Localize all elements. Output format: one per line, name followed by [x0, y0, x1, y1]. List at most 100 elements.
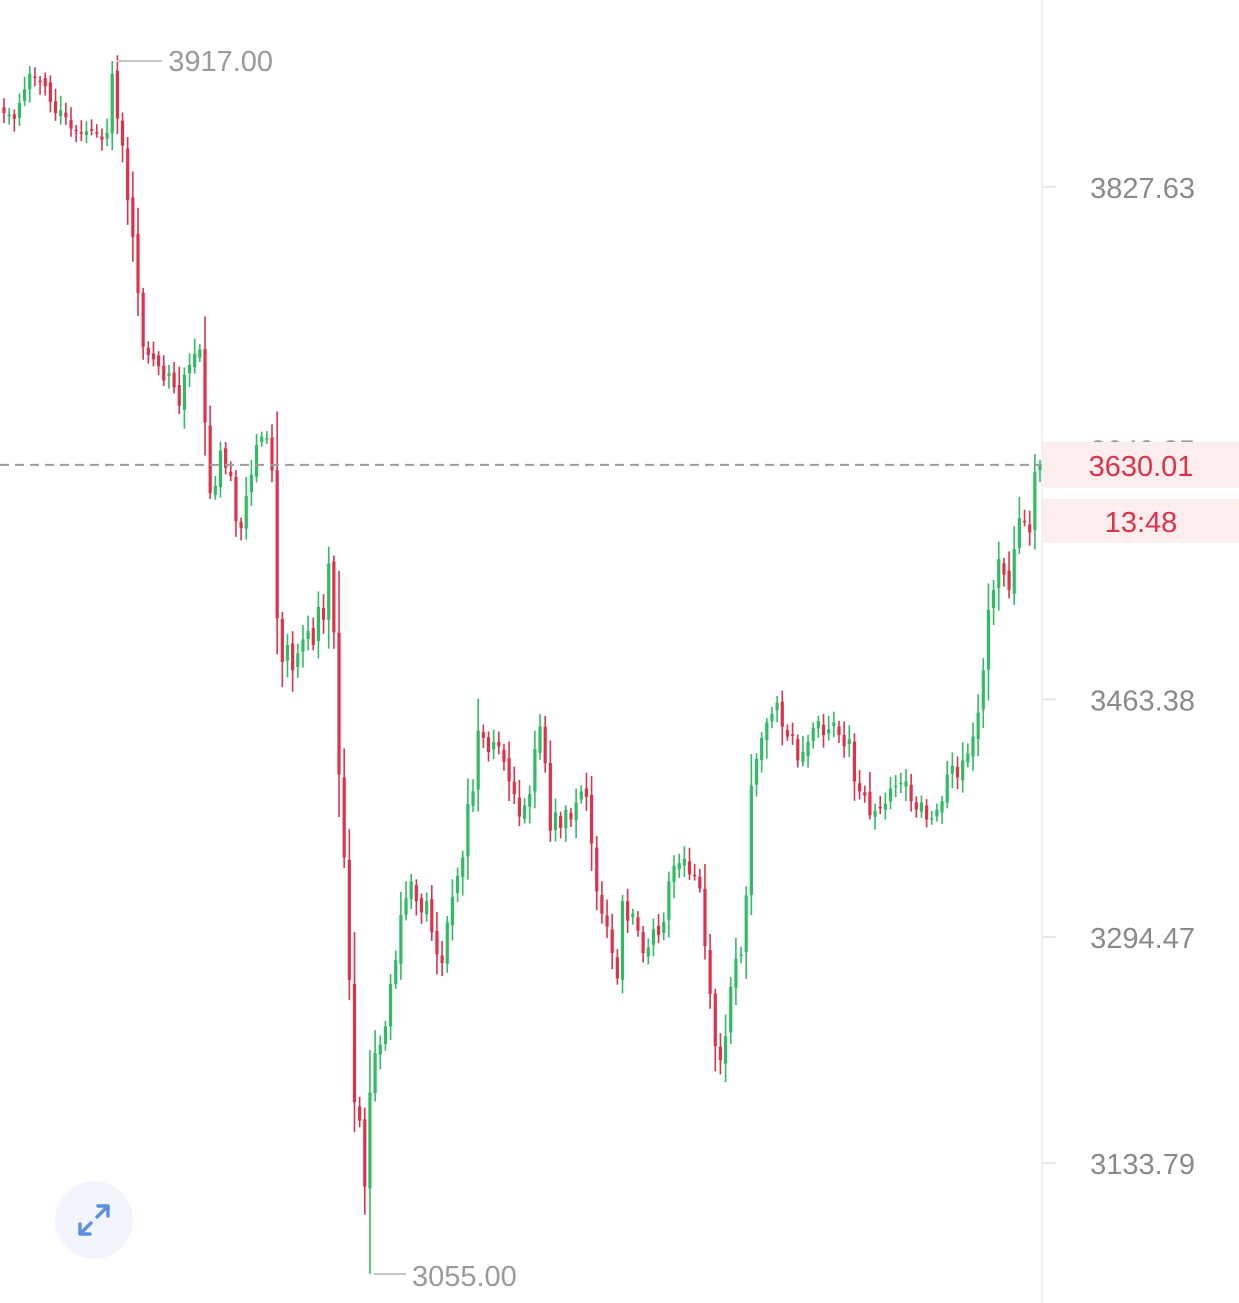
candle-down [486, 737, 491, 752]
candle-up [579, 791, 583, 800]
candle-down [141, 292, 145, 347]
candle-up [373, 1053, 377, 1094]
candle-up [399, 915, 403, 964]
candle-up [662, 922, 666, 933]
candle-up [466, 803, 470, 857]
candle-down [33, 76, 37, 79]
candle-up [945, 774, 949, 803]
candle-up [260, 436, 264, 442]
candle-down [126, 148, 130, 201]
candle-down [656, 925, 661, 935]
candle-down [703, 888, 707, 947]
candle-down [90, 129, 94, 131]
y-tick-label: 3463.38 [1090, 685, 1195, 717]
candle-up [986, 609, 991, 670]
candle-down [589, 794, 594, 844]
candle-up [84, 131, 89, 135]
candle-down [358, 1106, 362, 1121]
candle-up [388, 984, 393, 1027]
candle-up [249, 474, 254, 493]
candle-down [790, 734, 795, 736]
candle-up [574, 802, 578, 821]
candle-up [187, 364, 192, 374]
candle-down [502, 749, 506, 762]
candle-down [842, 735, 846, 747]
candle-up [847, 739, 851, 745]
candle-down [909, 784, 913, 802]
candle-down [38, 80, 42, 83]
candle-down [693, 874, 697, 877]
candle-down [641, 932, 645, 954]
y-tick-label: 3294.47 [1090, 923, 1195, 955]
candle-down [481, 732, 485, 738]
candle-down [95, 132, 99, 134]
candle-down [419, 898, 424, 913]
candle-down [512, 781, 516, 795]
candle-down [1002, 563, 1006, 575]
candle-down [914, 802, 918, 810]
candle-up [950, 766, 954, 774]
candle-up [193, 353, 197, 368]
candle-down [440, 955, 444, 964]
candle-up [254, 445, 259, 477]
candle-up [368, 1092, 372, 1189]
candle-down [615, 957, 619, 979]
candle-down [291, 643, 295, 671]
candle-up [533, 749, 537, 792]
candle-up [198, 349, 202, 358]
candle-up [811, 728, 815, 742]
candle-down [435, 930, 439, 955]
candle-up [28, 73, 32, 90]
fullscreen-button[interactable] [55, 1181, 133, 1259]
candle-up [919, 802, 924, 812]
candle-up [981, 670, 985, 710]
candle-up [930, 818, 934, 820]
candle-down [600, 894, 604, 914]
y-tick-label: 3827.63 [1090, 173, 1195, 205]
candle-up [620, 901, 625, 980]
candle-up [316, 606, 321, 641]
expand-arrows-icon [78, 1204, 110, 1236]
candle-up [734, 958, 738, 988]
candle-up [327, 563, 331, 620]
candle-up [1033, 471, 1037, 530]
candle-up [935, 809, 939, 817]
candle-down [414, 885, 418, 902]
candle-up [522, 805, 527, 819]
candle-up [760, 737, 764, 760]
candle-down [53, 101, 58, 114]
candle-up [265, 438, 269, 440]
candle-up [631, 913, 635, 918]
candle-down [1028, 524, 1032, 533]
candle-down [497, 741, 501, 747]
candle-down [863, 792, 867, 796]
candle-up [564, 809, 568, 829]
candle-down [548, 763, 552, 831]
countdown-tag-background [1043, 498, 1239, 543]
candle-up [301, 639, 305, 652]
candle-down [595, 847, 599, 892]
candle-down [626, 901, 630, 921]
candle-up [971, 736, 975, 757]
candle-up [409, 881, 413, 900]
candle-up [167, 373, 171, 377]
candle-up [218, 450, 223, 488]
candle-up [110, 73, 114, 134]
candle-up [394, 960, 398, 985]
candle-up [450, 896, 455, 926]
candle-down [821, 724, 826, 736]
candle-down [151, 353, 156, 360]
candle-down [136, 233, 140, 294]
candle-up [383, 1026, 388, 1045]
candle-up [894, 785, 898, 788]
candle-down [543, 726, 547, 764]
candle-down [275, 470, 279, 619]
candle-up [59, 110, 63, 116]
candle-up [961, 760, 965, 781]
candle-down [955, 766, 960, 778]
low-price-label: 3055.00 [412, 1261, 517, 1293]
candle-down [224, 448, 228, 468]
candle-up [646, 947, 650, 957]
extreme-markers: 3917.00 3055.00 [116, 46, 517, 1293]
